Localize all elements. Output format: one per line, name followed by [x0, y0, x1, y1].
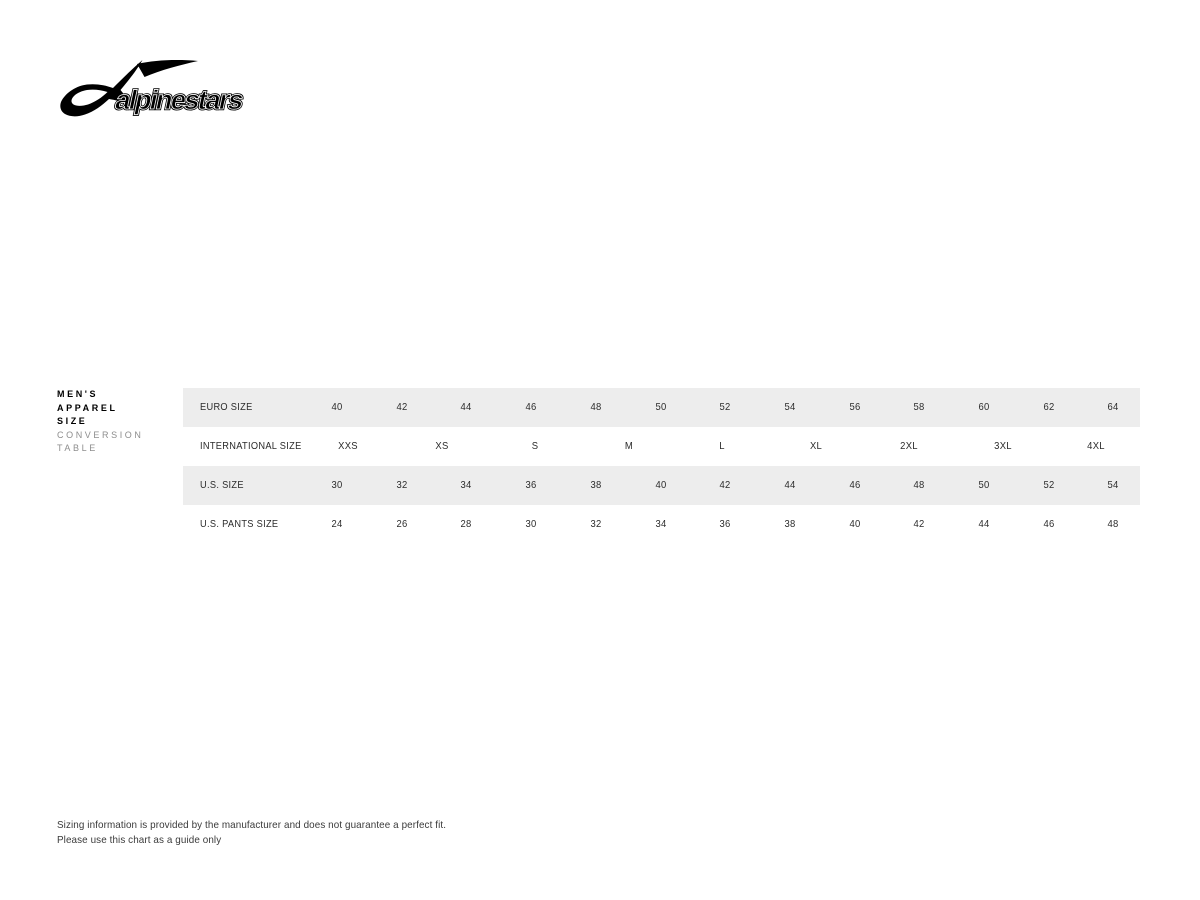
table-cell: 42 [719, 479, 731, 491]
table-cell: 2XL [900, 440, 918, 452]
table-row: INTERNATIONAL SIZE XXS XS S M L XL 2XL 3XL 4XL [183, 427, 1140, 466]
table-cell: 34 [460, 479, 472, 491]
svg-text:alpinestars: alpinestars [113, 84, 247, 115]
table-cell: 3XL [993, 440, 1012, 452]
table-cell: 60 [978, 401, 990, 413]
table-cell: 44 [978, 518, 990, 530]
table-cell: 40 [849, 518, 861, 530]
table-cell: 52 [719, 401, 731, 413]
table-cell: S [531, 440, 539, 452]
table-cell: 32 [590, 518, 602, 530]
table-cell: 56 [849, 401, 861, 413]
alpinestars-logo: alpinestars alpinestars [57, 57, 272, 119]
table-cell: 40 [654, 479, 667, 491]
table-cell: XL [809, 440, 822, 452]
table-cell: 46 [849, 479, 861, 491]
table-cell: 38 [590, 479, 602, 491]
table-cell: 52 [1043, 479, 1055, 491]
title-line-1: MEN'S [57, 389, 99, 399]
row-label: INTERNATIONAL SIZE [200, 440, 302, 452]
title-line-4: CONVERSION [57, 429, 144, 440]
row-label: U.S. SIZE [200, 479, 244, 491]
title-line-5: TABLE [57, 443, 98, 453]
title-line-3: SIZE [57, 416, 88, 426]
table-cell: 54 [1107, 479, 1119, 491]
table-cell: 28 [460, 518, 472, 530]
table-row: U.S. SIZE 30 32 34 36 38 40 42 44 46 48 50 52 54 [183, 466, 1140, 505]
table-cell: 62 [1043, 401, 1055, 413]
table-row: EURO SIZE 40 42 44 46 48 50 52 54 56 58 60 62 64 [183, 388, 1140, 427]
size-conversion-table: EURO SIZE 40 42 44 46 48 50 52 54 56 58 60 62 64 INTER… [183, 388, 1140, 544]
footer-line-2: Please use this chart as a guide only [57, 834, 222, 846]
table-cell: 50 [978, 479, 990, 491]
table-cell: 32 [396, 479, 408, 491]
table-cell: XS [434, 440, 449, 452]
row-label: U.S. PANTS SIZE [200, 518, 279, 530]
table-cell: 46 [1043, 518, 1055, 530]
table-cell: 44 [460, 401, 472, 413]
table-cell: M [624, 440, 633, 452]
alpinestars-star-logo: alpinestars alpinestars [60, 60, 248, 117]
table-cell: L [719, 440, 725, 452]
footer-line-1: Sizing information is provided by the ma… [57, 819, 447, 831]
table-cell: 38 [784, 518, 796, 530]
table-row: U.S. PANTS SIZE 24 26 28 30 32 34 36 38 40 42 44 46 4… [183, 505, 1140, 544]
footer-disclaimer: Sizing information is provided by the ma… [57, 818, 446, 848]
table-cell: 24 [331, 518, 343, 530]
table-cell: 48 [590, 401, 602, 413]
table-cell: 48 [1107, 518, 1119, 530]
table-cell: 40 [331, 401, 343, 413]
row-label: EURO SIZE [200, 401, 253, 413]
table-cell: 30 [525, 518, 537, 530]
table-cell: 26 [396, 518, 408, 530]
table-cell: 30 [331, 479, 343, 491]
table-cell: 64 [1107, 401, 1119, 413]
table-cell: XXS [338, 440, 358, 452]
table-cell: 36 [719, 518, 731, 530]
table-cell: 4XL [1087, 440, 1105, 452]
svg-text:alpinestars: alpinestars [113, 84, 247, 115]
table-cell: 48 [913, 479, 925, 491]
table-cell: 42 [913, 518, 925, 530]
table-cell: 42 [396, 401, 408, 413]
table-cell: 58 [913, 401, 925, 413]
table-cell: 34 [654, 518, 667, 530]
table-cell: 46 [525, 401, 537, 413]
title-line-2: APPAREL [57, 402, 118, 413]
table-cell: 36 [525, 479, 537, 491]
table-cell: 44 [784, 479, 796, 491]
table-cell: 50 [654, 401, 667, 413]
table-cell: 54 [784, 401, 796, 413]
alpinestars-wordmark: alpinestars alpinestars [111, 83, 247, 116]
chart-title-block: MEN'S APPAREL SIZE CONVERSION TABLE [57, 388, 177, 456]
